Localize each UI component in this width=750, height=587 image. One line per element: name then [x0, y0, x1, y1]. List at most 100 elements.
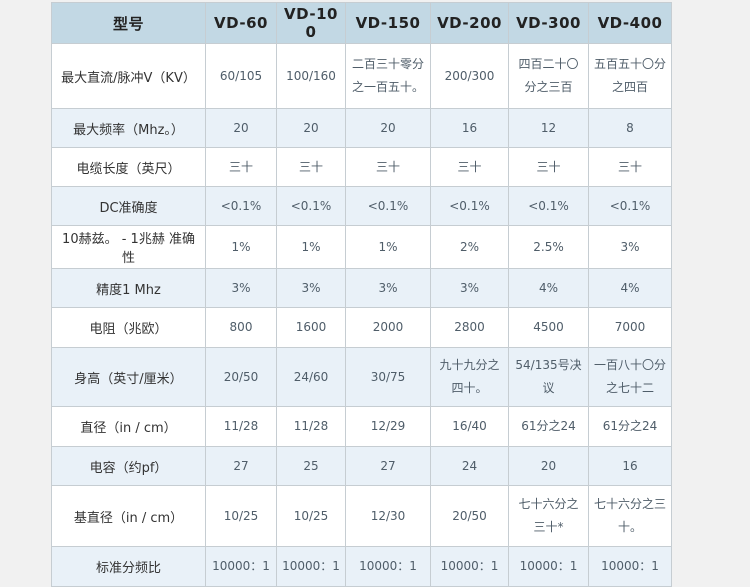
- table-cell: 三十: [508, 147, 589, 187]
- table-cell: 二百三十零分之一百五十。: [345, 43, 431, 109]
- column-header: VD-400: [588, 2, 672, 44]
- table-cell: 3%: [345, 268, 431, 308]
- table-cell: 20: [205, 108, 277, 148]
- table-cell: 三十: [276, 147, 346, 187]
- table-row: 标准分频比 10000：1 10000：1 10000：1 10000：1 10000：1…: [51, 546, 672, 587]
- row-label: 直径（in / cm）: [51, 406, 206, 447]
- table-cell: 10000：1: [588, 546, 672, 587]
- table-cell: 800: [205, 307, 277, 348]
- table-cell: 11/28: [276, 406, 346, 447]
- table-row: 10赫兹。 - 1兆赫 准确性 1% 1% 1% 2% 2.5% 3%: [51, 225, 672, 269]
- row-label: 基直径（in / cm）: [51, 485, 206, 547]
- column-header-model-label: 型号: [51, 2, 206, 44]
- table-row: 直径（in / cm） 11/28 11/28 12/29 16/40 61分之24 61分…: [51, 406, 672, 447]
- table-cell: 3%: [588, 225, 672, 269]
- table-cell: 30/75: [345, 347, 431, 407]
- table-cell: 16: [430, 108, 509, 148]
- header-row: 型号 VD-60 VD-100 VD-150 VD-200 VD-300 VD-400: [51, 2, 672, 44]
- row-label: 电阻（兆欧）: [51, 307, 206, 348]
- table-cell: 2800: [430, 307, 509, 348]
- table-row: 最大直流/脉冲V（KV） 60/105 100/160 二百三十零分之一百五十。 200…: [51, 43, 672, 109]
- table-row: 基直径（in / cm） 10/25 10/25 12/30 20/50 七十六分之三十*…: [51, 485, 672, 547]
- table-cell: 11/28: [205, 406, 277, 447]
- table-cell: 12/30: [345, 485, 431, 547]
- row-label: 最大直流/脉冲V（KV）: [51, 43, 206, 109]
- row-label: 精度1 Mhz: [51, 268, 206, 308]
- table-cell: 20/50: [430, 485, 509, 547]
- table-row: 电缆长度（英尺） 三十 三十 三十 三十 三十 三十: [51, 147, 672, 187]
- column-header: VD-200: [430, 2, 509, 44]
- table-cell: 四百二十〇分之三百: [508, 43, 589, 109]
- table-cell: 200/300: [430, 43, 509, 109]
- table-cell: 2.5%: [508, 225, 589, 269]
- table-header: 型号 VD-60 VD-100 VD-150 VD-200 VD-300 VD-400: [51, 2, 672, 44]
- table-cell: 24/60: [276, 347, 346, 407]
- table-cell: 一百八十〇分之七十二: [588, 347, 672, 407]
- table-cell: 20/50: [205, 347, 277, 407]
- table-cell: <0.1%: [430, 186, 509, 226]
- spec-table: 型号 VD-60 VD-100 VD-150 VD-200 VD-300 VD-400 最大…: [51, 2, 672, 587]
- table-row: 电容（约pf） 27 25 27 24 20 16: [51, 446, 672, 486]
- table-cell: 三十: [430, 147, 509, 187]
- table-cell: 25: [276, 446, 346, 486]
- table-cell: 三十: [588, 147, 672, 187]
- table-cell: 4500: [508, 307, 589, 348]
- table-cell: 10000：1: [205, 546, 277, 587]
- table-cell: 7000: [588, 307, 672, 348]
- table-cell: 五百五十〇分之四百: [588, 43, 672, 109]
- table-row: 电阻（兆欧） 800 1600 2000 2800 4500 7000: [51, 307, 672, 348]
- table-cell: 16: [588, 446, 672, 486]
- table-cell: 12/29: [345, 406, 431, 447]
- page-background: { "table": { "columns": ["型号", "VD-60", …: [51, 2, 672, 587]
- table-cell: 2000: [345, 307, 431, 348]
- table-cell: 2%: [430, 225, 509, 269]
- table-cell: 10000：1: [430, 546, 509, 587]
- table-cell: 10/25: [205, 485, 277, 547]
- row-label: 身高（英寸/厘米）: [51, 347, 206, 407]
- table-cell: 12: [508, 108, 589, 148]
- row-label: 电缆长度（英尺）: [51, 147, 206, 187]
- table-row: 最大频率（Mhz。） 20 20 20 16 12 8: [51, 108, 672, 148]
- table-cell: 4%: [508, 268, 589, 308]
- table-cell: 3%: [205, 268, 277, 308]
- column-header: VD-100: [276, 2, 346, 44]
- table-row: 精度1 Mhz 3% 3% 3% 3% 4% 4%: [51, 268, 672, 308]
- column-header: VD-300: [508, 2, 589, 44]
- table-cell: 100/160: [276, 43, 346, 109]
- table-cell: <0.1%: [276, 186, 346, 226]
- table-cell: 1%: [205, 225, 277, 269]
- table-cell: 3%: [430, 268, 509, 308]
- table-cell: 九十九分之四十。: [430, 347, 509, 407]
- column-header: VD-150: [345, 2, 431, 44]
- table-cell: 20: [345, 108, 431, 148]
- table-row: 身高（英寸/厘米） 20/50 24/60 30/75 九十九分之四十。 54/135号决…: [51, 347, 672, 407]
- table-cell: 3%: [276, 268, 346, 308]
- row-label: DC准确度: [51, 186, 206, 226]
- table-cell: 三十: [345, 147, 431, 187]
- table-cell: 七十六分之三十。: [588, 485, 672, 547]
- table-cell: <0.1%: [508, 186, 589, 226]
- table-body: 最大直流/脉冲V（KV） 60/105 100/160 二百三十零分之一百五十。 200…: [51, 43, 672, 587]
- table-cell: <0.1%: [345, 186, 431, 226]
- table-cell: 10000：1: [345, 546, 431, 587]
- table-cell: <0.1%: [205, 186, 277, 226]
- table-cell: 1%: [276, 225, 346, 269]
- table-cell: 61分之24: [588, 406, 672, 447]
- table-cell: 1%: [345, 225, 431, 269]
- table-cell: 60/105: [205, 43, 277, 109]
- table-cell: 20: [508, 446, 589, 486]
- table-cell: 10000：1: [276, 546, 346, 587]
- table-cell: 4%: [588, 268, 672, 308]
- table-cell: 三十: [205, 147, 277, 187]
- row-label: 标准分频比: [51, 546, 206, 587]
- table-cell: 10000：1: [508, 546, 589, 587]
- table-cell: 1600: [276, 307, 346, 348]
- row-label: 电容（约pf）: [51, 446, 206, 486]
- table-cell: 27: [205, 446, 277, 486]
- table-cell: 8: [588, 108, 672, 148]
- table-cell: 20: [276, 108, 346, 148]
- table-cell: 61分之24: [508, 406, 589, 447]
- column-header: VD-60: [205, 2, 277, 44]
- table-cell: 10/25: [276, 485, 346, 547]
- table-cell: 24: [430, 446, 509, 486]
